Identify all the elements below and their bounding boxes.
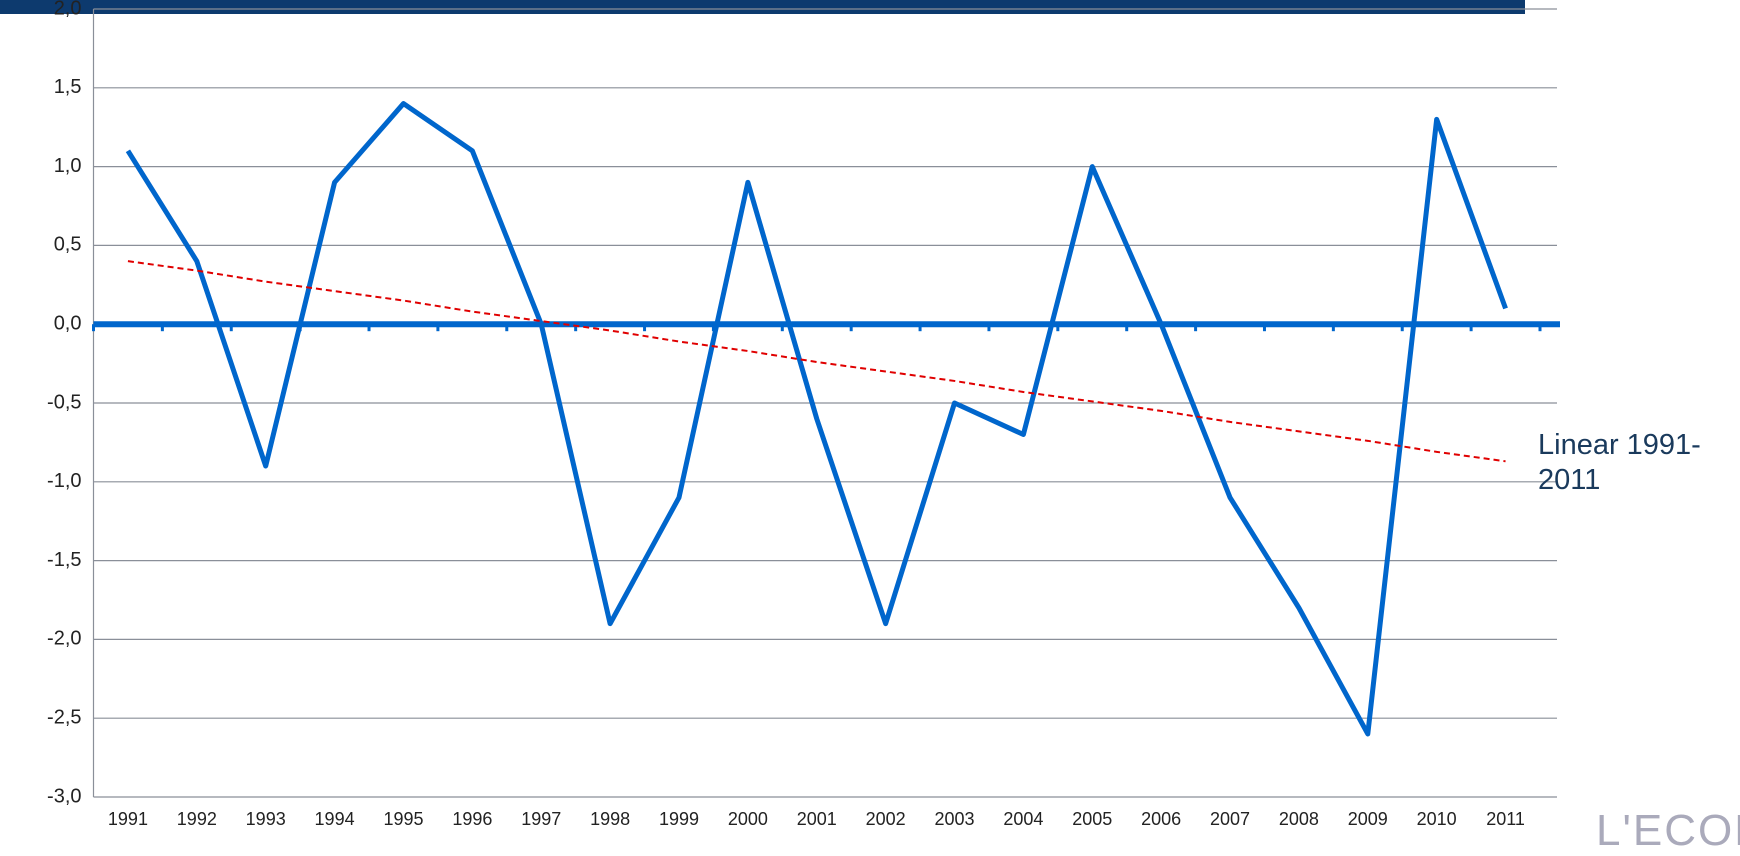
x-tick-label: 2002	[866, 809, 906, 829]
x-tick-label: 2011	[1486, 809, 1525, 829]
x-tick-label: 1999	[659, 809, 699, 829]
x-tick-label: 2000	[728, 809, 768, 829]
x-tick-label: 1994	[315, 809, 355, 829]
x-tick-label: 2003	[934, 809, 974, 829]
x-tick-label: 1995	[383, 809, 423, 829]
header-bar	[0, 0, 1525, 14]
y-tick-label: 2,0	[54, 0, 82, 19]
y-tick-label: 0,5	[54, 234, 82, 256]
y-tick-label: -3,0	[47, 785, 81, 807]
x-tick-label: 2009	[1348, 809, 1388, 829]
x-tick-label: 1993	[246, 809, 286, 829]
y-tick-label: -0,5	[47, 391, 81, 413]
y-tick-label: -2,5	[47, 706, 81, 728]
y-tick-label: 0,0	[54, 312, 82, 334]
data-line	[125, 101, 1508, 737]
y-tick-label: -2,0	[47, 628, 81, 650]
x-tick-label: 2001	[797, 809, 837, 829]
trend-label: Linear 1991-2011	[1538, 429, 1701, 496]
x-tick-label: 1991	[108, 809, 148, 829]
x-tick-label: 1992	[177, 809, 217, 829]
x-tick-label: 2006	[1141, 809, 1181, 829]
x-tick-label: 2004	[1003, 809, 1043, 829]
x-tick-label: 2010	[1417, 809, 1457, 829]
x-tick-label: 1997	[521, 809, 561, 829]
y-tick-label: -1,0	[47, 470, 81, 492]
trend-line	[127, 260, 1506, 463]
watermark: L'ECOL	[1596, 806, 1740, 855]
y-tick-label: 1,0	[54, 155, 82, 177]
y-tick-label: -1,5	[47, 549, 81, 571]
x-tick-label: 1998	[590, 809, 630, 829]
chart: -3,0 -2,5 -2,0 -1,5 -1,0 -0,5 0,0 0,5 1,0 1,5 2,0 1…	[0, 0, 1560, 829]
x-tick-label: 2007	[1210, 809, 1250, 829]
x-tick-label: 2005	[1072, 809, 1112, 829]
y-tick-label: 1,5	[54, 76, 82, 98]
x-tick-label: 1996	[452, 809, 492, 829]
x-tick-label: 2008	[1279, 809, 1319, 829]
